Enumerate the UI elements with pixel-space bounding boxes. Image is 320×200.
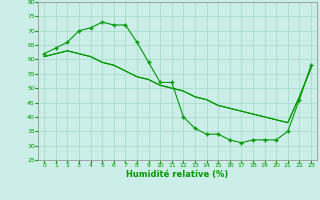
X-axis label: Humidité relative (%): Humidité relative (%) bbox=[126, 170, 229, 179]
